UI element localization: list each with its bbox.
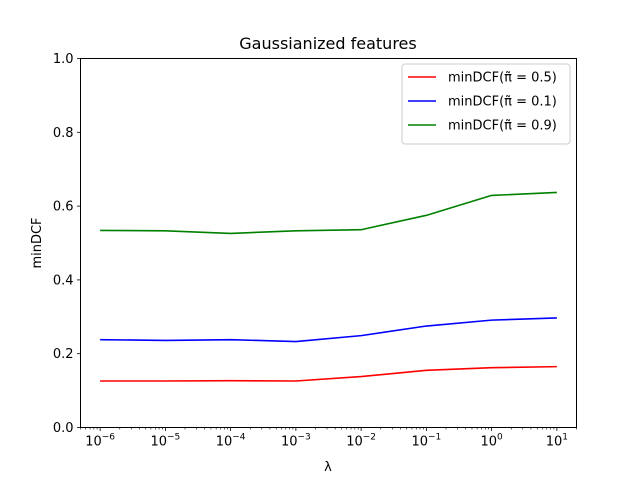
y-axis-label: minDCF xyxy=(30,217,45,268)
x-tick-label-0: 10−6 xyxy=(85,433,115,450)
legend-label-0: minDCF(π̃ = 0.5) xyxy=(448,71,557,86)
plot-lines xyxy=(100,191,557,382)
y-tick-label-2: 0.4 xyxy=(53,273,74,288)
y-tick-label-3: 0.6 xyxy=(53,200,74,215)
y-tick-label-0: 0.0 xyxy=(53,421,74,436)
series-line-1 xyxy=(100,317,557,343)
x-tick-label-7: 101 xyxy=(546,433,568,450)
x-tick-label-3: 10−3 xyxy=(281,433,311,450)
x-tick-label-5: 10−1 xyxy=(411,433,441,450)
y-tick-label-4: 0.8 xyxy=(53,126,74,141)
x-axis-label: λ xyxy=(324,460,332,475)
y-axis: 0.0 0.2 0.4 0.6 0.8 1.0 xyxy=(53,52,81,436)
x-tick-label-4: 10−2 xyxy=(346,433,376,450)
legend: minDCF(π̃ = 0.5) minDCF(π̃ = 0.1) minDCF(π… xyxy=(401,63,571,145)
legend-label-2: minDCF(π̃ = 0.9) xyxy=(448,119,557,134)
x-tick-label-2: 10−4 xyxy=(216,433,246,450)
x-tick-label-1: 10−5 xyxy=(150,433,180,450)
x-tick-label-6: 100 xyxy=(480,433,503,450)
series-line-2 xyxy=(100,191,557,235)
chart-title: Gaussianized features xyxy=(239,34,416,53)
plot-frame xyxy=(80,58,577,428)
series-line-0 xyxy=(100,365,557,382)
y-tick-label-5: 1.0 xyxy=(53,52,74,67)
legend-box xyxy=(401,63,571,145)
legend-label-1: minDCF(π̃ = 0.1) xyxy=(448,95,557,110)
x-axis: 10−6 10−5 10−4 10−3 10−2 10−1 100 101 xyxy=(80,427,577,450)
y-tick-label-1: 0.2 xyxy=(53,347,74,362)
